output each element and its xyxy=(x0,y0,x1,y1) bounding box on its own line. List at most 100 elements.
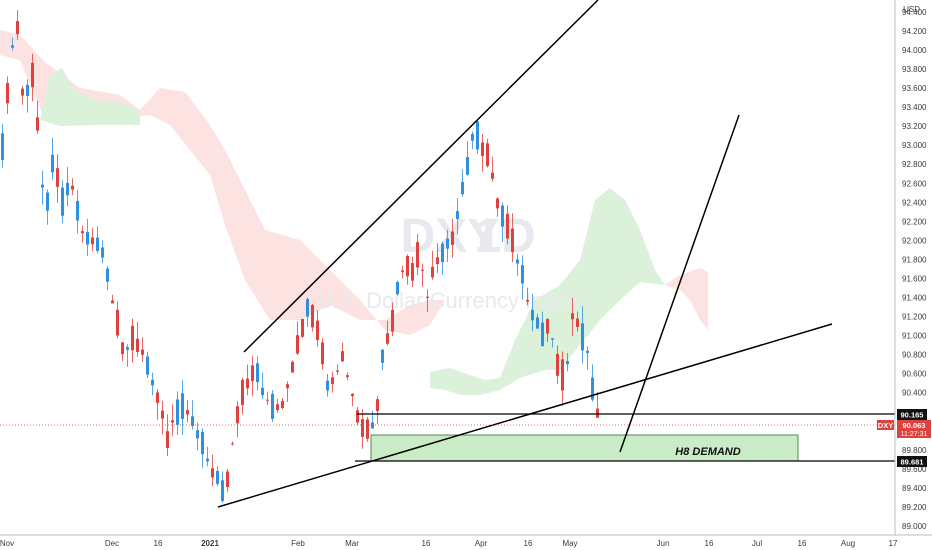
candle-body xyxy=(6,82,9,104)
candle-body xyxy=(76,200,79,221)
candle-body xyxy=(311,305,314,328)
ichimoku-cloud xyxy=(0,30,708,395)
candle-body xyxy=(436,257,439,265)
candle-body xyxy=(221,480,224,501)
candle-body xyxy=(331,377,334,384)
price-tick-label: 94.200 xyxy=(902,27,927,36)
candle-body xyxy=(16,21,19,35)
candle-body xyxy=(251,365,254,382)
candle-body xyxy=(346,375,349,378)
candle-body xyxy=(106,268,109,282)
candle-body xyxy=(336,370,339,372)
candle-body xyxy=(596,408,599,418)
projection-line[interactable] xyxy=(619,114,740,453)
candle-body xyxy=(81,231,84,234)
candle-body xyxy=(561,359,564,391)
current-price-text: 90.063 xyxy=(903,421,926,430)
candle-body xyxy=(216,471,219,484)
price-tick-label: 91.000 xyxy=(902,332,927,341)
candle-body xyxy=(316,320,319,340)
candle-body xyxy=(581,323,584,351)
candle-body xyxy=(136,338,139,352)
price-tick-label: 92.000 xyxy=(902,236,927,245)
candle-body xyxy=(466,157,469,175)
candle-body xyxy=(241,379,244,405)
candle-body xyxy=(291,361,294,373)
time-tick-label: Feb xyxy=(291,539,305,548)
bullish-cloud-early xyxy=(40,68,140,126)
price-tick-label: 92.400 xyxy=(902,198,927,207)
candle-body xyxy=(516,259,519,264)
rising-channel-top-line[interactable] xyxy=(243,0,599,353)
candle-body xyxy=(56,168,59,187)
price-tick-label: 89.200 xyxy=(902,503,927,512)
candle-body xyxy=(206,458,209,462)
candle-body xyxy=(356,410,359,423)
support-price-text: 89.681 xyxy=(901,458,924,467)
candle-body xyxy=(301,319,304,337)
candle-body xyxy=(496,198,499,209)
candle-body xyxy=(576,318,579,327)
candle-body xyxy=(111,300,114,304)
candle-body xyxy=(91,237,94,245)
rising-support-line[interactable] xyxy=(217,323,833,508)
price-tick-label: 89.000 xyxy=(902,522,927,531)
candle-body xyxy=(391,309,394,332)
time-tick-label: Jun xyxy=(657,539,670,548)
candle-body xyxy=(481,142,484,156)
demand-zone-label: H8 DEMAND xyxy=(675,446,740,458)
candle-body xyxy=(386,333,389,344)
candle-body xyxy=(96,237,99,251)
price-tick-label: 89.600 xyxy=(902,465,927,474)
candle-body xyxy=(341,351,344,362)
candle-body xyxy=(591,377,594,400)
bullish-cloud-late xyxy=(430,188,665,395)
price-tick-label: 91.200 xyxy=(902,313,927,322)
candle-body xyxy=(486,143,489,167)
candle-body xyxy=(271,393,274,419)
candle-body xyxy=(131,325,134,351)
candle-body xyxy=(236,406,239,424)
candle-body xyxy=(476,121,479,150)
candle-body xyxy=(506,213,509,239)
candle-body xyxy=(511,228,514,253)
candle-body xyxy=(246,378,249,389)
resistance-price-badge xyxy=(897,409,927,420)
support-price-badge xyxy=(897,456,927,467)
candle-body xyxy=(441,243,444,263)
price-tick-label: 94.400 xyxy=(902,8,927,17)
price-tick-label: 92.800 xyxy=(902,160,927,169)
candle-body xyxy=(141,349,144,355)
candle-body xyxy=(196,430,199,439)
resistance-price-text: 90.165 xyxy=(901,411,924,420)
demand-zone[interactable] xyxy=(370,434,799,462)
candle-body xyxy=(551,338,554,340)
time-tick-label: Nov xyxy=(0,539,14,548)
candle-body xyxy=(261,387,264,396)
candle-body xyxy=(181,393,184,419)
price-tick-label: 89.800 xyxy=(902,446,927,455)
candle-body xyxy=(406,256,409,277)
candle-body xyxy=(451,231,454,245)
candle-body xyxy=(531,309,534,321)
candle-body xyxy=(426,296,429,298)
candle-body xyxy=(256,363,259,383)
price-tick-label: 92.200 xyxy=(902,217,927,226)
candle-body xyxy=(186,410,189,415)
candle-body xyxy=(211,468,214,478)
candle-body xyxy=(431,266,434,278)
time-tick-label: 16 xyxy=(422,539,431,548)
candle-body xyxy=(26,84,29,96)
time-tick-label: 17 xyxy=(889,539,898,548)
candle-body xyxy=(36,117,39,131)
time-tick-label: 16 xyxy=(798,539,807,548)
candle-body xyxy=(416,242,419,268)
candle-body xyxy=(326,380,329,391)
time-tick-label: Dec xyxy=(105,539,119,548)
drawings xyxy=(0,0,895,508)
candle-body xyxy=(571,313,574,320)
time-tick-label: Jul xyxy=(752,539,762,548)
price-tick-label: 93.800 xyxy=(902,65,927,74)
